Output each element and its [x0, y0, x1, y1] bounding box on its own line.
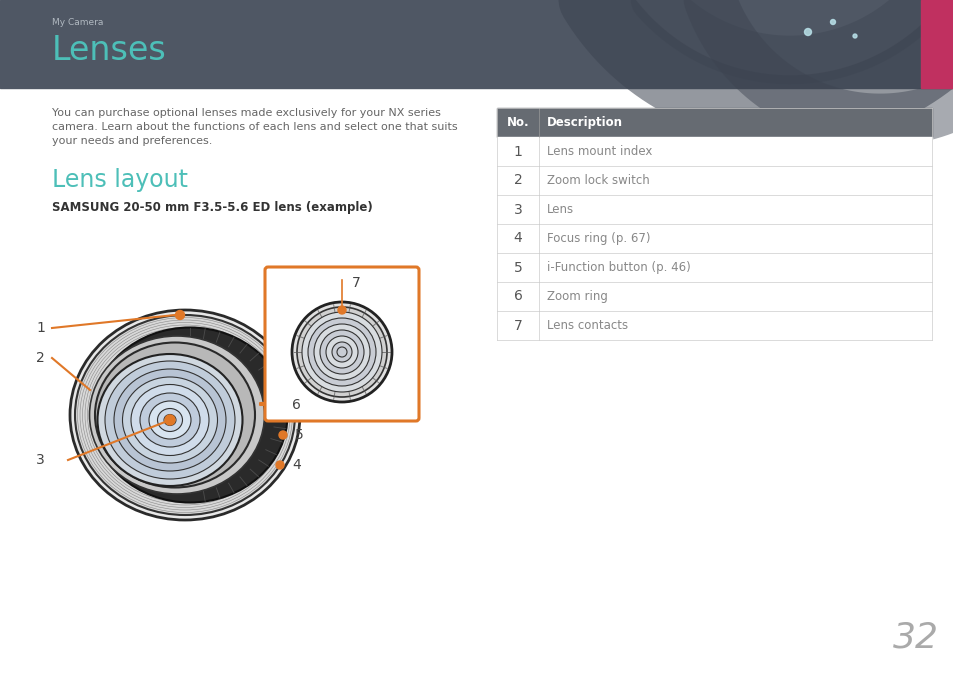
Bar	[497, 195, 931, 224]
Circle shape	[830, 20, 835, 24]
Text: 5: 5	[294, 428, 303, 442]
Bar	[497, 224, 931, 253]
Ellipse shape	[332, 342, 352, 362]
Text: 2: 2	[36, 351, 45, 365]
Ellipse shape	[131, 385, 209, 456]
Text: Lens mount index: Lens mount index	[546, 145, 652, 158]
Text: Lens layout: Lens layout	[52, 168, 188, 192]
Ellipse shape	[319, 330, 364, 374]
Ellipse shape	[314, 324, 370, 380]
Text: 1: 1	[513, 145, 522, 158]
Ellipse shape	[308, 318, 375, 386]
Text: 7: 7	[513, 318, 522, 333]
Ellipse shape	[75, 315, 294, 515]
Text: 6: 6	[513, 289, 522, 304]
Text: 32: 32	[892, 620, 938, 654]
Circle shape	[803, 28, 811, 36]
Text: 5: 5	[513, 260, 522, 274]
Text: Lens: Lens	[546, 203, 574, 216]
Ellipse shape	[113, 369, 226, 471]
Bar	[497, 282, 931, 311]
Text: Zoom ring: Zoom ring	[546, 290, 607, 303]
Ellipse shape	[122, 377, 217, 463]
Circle shape	[275, 401, 284, 409]
Circle shape	[337, 306, 346, 314]
Text: My Camera: My Camera	[52, 18, 103, 27]
Ellipse shape	[95, 343, 254, 487]
Bar	[497, 108, 931, 137]
Text: You can purchase optional lenses made exclusively for your NX series: You can purchase optional lenses made ex…	[52, 108, 440, 118]
Text: 4: 4	[292, 458, 300, 472]
Ellipse shape	[302, 312, 381, 392]
Ellipse shape	[296, 307, 387, 397]
Text: 3: 3	[513, 203, 522, 216]
Circle shape	[278, 431, 287, 439]
Ellipse shape	[90, 336, 264, 494]
Text: 4: 4	[513, 231, 522, 245]
Ellipse shape	[70, 310, 299, 520]
Bar	[0, 0, 953, 88]
Bar	[920, 0, 953, 88]
Bar	[497, 166, 931, 195]
Text: your needs and preferences.: your needs and preferences.	[52, 136, 213, 146]
Text: camera. Learn about the functions of each lens and select one that suits: camera. Learn about the functions of eac…	[52, 122, 457, 132]
Bar	[497, 253, 931, 282]
Circle shape	[275, 461, 284, 469]
FancyBboxPatch shape	[265, 267, 418, 421]
Text: i-Function button (p. 46): i-Function button (p. 46)	[546, 261, 690, 274]
Text: Lenses: Lenses	[52, 34, 167, 67]
Circle shape	[175, 310, 184, 320]
Ellipse shape	[97, 354, 242, 486]
Text: 6: 6	[292, 398, 300, 412]
Bar	[497, 137, 931, 166]
Text: No.: No.	[506, 116, 529, 129]
Ellipse shape	[157, 408, 182, 431]
Bar	[497, 311, 931, 340]
Text: Lens contacts: Lens contacts	[546, 319, 627, 332]
Ellipse shape	[336, 347, 347, 357]
Ellipse shape	[292, 302, 392, 402]
Text: Description: Description	[546, 116, 622, 129]
Ellipse shape	[92, 327, 287, 502]
Text: 2: 2	[513, 174, 522, 187]
Ellipse shape	[140, 393, 200, 447]
Text: 1: 1	[36, 321, 45, 335]
Text: Focus ring (p. 67): Focus ring (p. 67)	[546, 232, 650, 245]
Circle shape	[852, 34, 856, 38]
Text: 3: 3	[36, 453, 45, 467]
Text: 7: 7	[352, 276, 360, 290]
Ellipse shape	[149, 401, 191, 439]
Ellipse shape	[326, 336, 357, 368]
Text: Zoom lock switch: Zoom lock switch	[546, 174, 649, 187]
Ellipse shape	[164, 414, 175, 425]
Text: SAMSUNG 20-50 mm F3.5-5.6 ED lens (example): SAMSUNG 20-50 mm F3.5-5.6 ED lens (examp…	[52, 201, 373, 214]
Ellipse shape	[105, 361, 234, 479]
Circle shape	[165, 415, 174, 425]
